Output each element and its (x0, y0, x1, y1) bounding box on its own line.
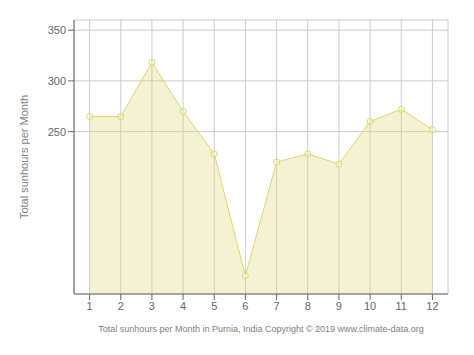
svg-text:5: 5 (211, 300, 217, 312)
svg-text:7: 7 (274, 300, 280, 312)
svg-text:8: 8 (305, 300, 311, 312)
svg-text:Total sunhours per Month: Total sunhours per Month (18, 95, 30, 219)
svg-text:4: 4 (180, 300, 186, 312)
svg-text:1: 1 (87, 300, 93, 312)
svg-text:300: 300 (48, 75, 66, 87)
svg-text:9: 9 (336, 300, 342, 312)
svg-text:Total sunhours per Month in Pu: Total sunhours per Month in Purnia, Indi… (98, 324, 423, 334)
svg-text:6: 6 (242, 300, 248, 312)
svg-text:10: 10 (364, 300, 376, 312)
svg-text:250: 250 (48, 126, 66, 138)
svg-text:350: 350 (48, 24, 66, 36)
svg-text:12: 12 (426, 300, 438, 312)
svg-text:11: 11 (396, 300, 407, 312)
svg-text:3: 3 (149, 300, 155, 312)
svg-text:2: 2 (118, 300, 124, 312)
